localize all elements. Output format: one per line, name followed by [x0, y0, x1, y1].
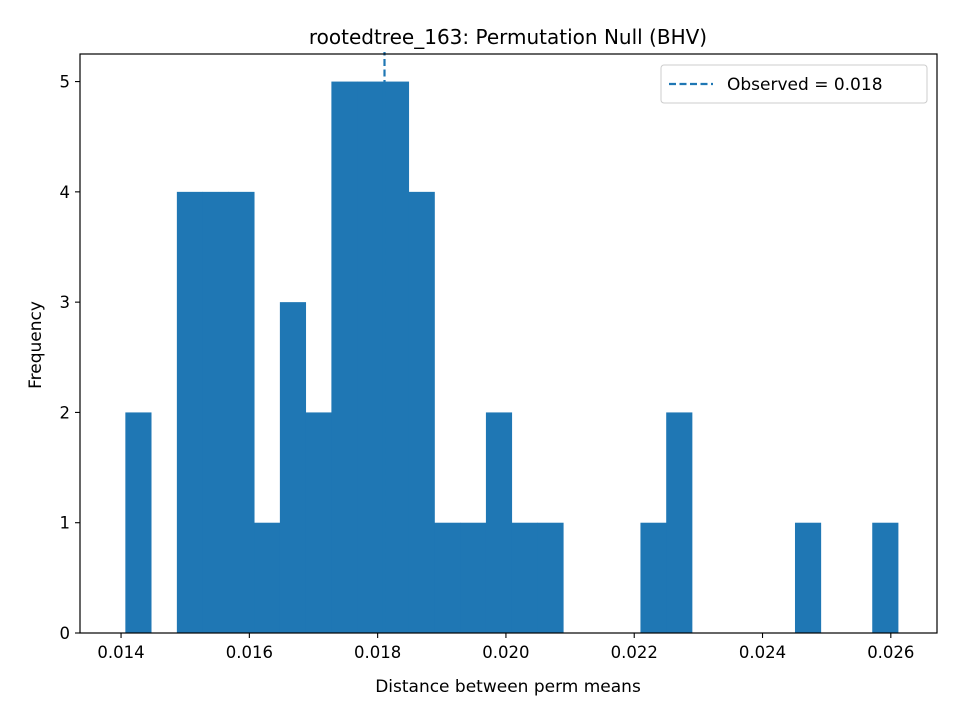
y-tick-label: 1: [60, 514, 71, 533]
histogram-bar: [485, 412, 513, 633]
histogram-bar: [202, 191, 229, 633]
plot-frame: [79, 53, 938, 634]
y-tick-label: 4: [60, 183, 71, 202]
y-tick-label: 0: [60, 624, 71, 643]
histogram-bar: [357, 81, 384, 634]
histogram-bar: [176, 191, 204, 633]
x-tick-label: 0.024: [739, 643, 786, 662]
legend: Observed = 0.018: [660, 64, 928, 104]
histogram-bar: [279, 302, 307, 633]
histogram-bar: [537, 522, 564, 633]
histogram-bar: [872, 522, 899, 633]
x-tick-label: 0.022: [611, 643, 658, 662]
legend-box: [660, 64, 928, 104]
y-axis-label: Frequency: [26, 301, 46, 389]
histogram-bar: [666, 412, 693, 633]
x-tick-label: 0.016: [226, 643, 273, 662]
histogram-bar: [511, 522, 538, 633]
histogram-bar: [254, 522, 281, 633]
histogram-bar: [331, 81, 358, 634]
histogram-bar: [125, 412, 152, 633]
histogram-bar: [794, 522, 822, 633]
histogram-bar: [640, 522, 667, 633]
histogram-bar: [228, 191, 255, 633]
x-tick-label: 0.020: [482, 643, 529, 662]
legend-entry-observed: Observed = 0.018: [727, 75, 883, 95]
histogram-bar: [460, 522, 487, 633]
x-axis-label: Distance between perm means: [375, 677, 641, 697]
histogram-bar: [305, 412, 332, 633]
y-axis-ticks: 0 1 2 3 4 5: [60, 73, 80, 643]
x-tick-label: 0.014: [97, 643, 144, 662]
x-tick-label: 0.026: [867, 643, 914, 662]
y-tick-label: 3: [60, 293, 71, 312]
y-tick-label: 5: [60, 73, 71, 92]
histogram-bar: [382, 81, 410, 634]
x-axis-ticks: 0.014 0.016 0.018 0.020 0.022 0.024 0.026: [97, 633, 914, 662]
x-tick-label: 0.018: [354, 643, 401, 662]
y-tick-label: 2: [60, 403, 71, 422]
chart-title: rootedtree_163: Permutation Null (BHV): [309, 25, 707, 49]
histogram-bar: [434, 522, 461, 633]
histogram-bars: [125, 81, 899, 634]
histogram-bar: [408, 191, 435, 633]
